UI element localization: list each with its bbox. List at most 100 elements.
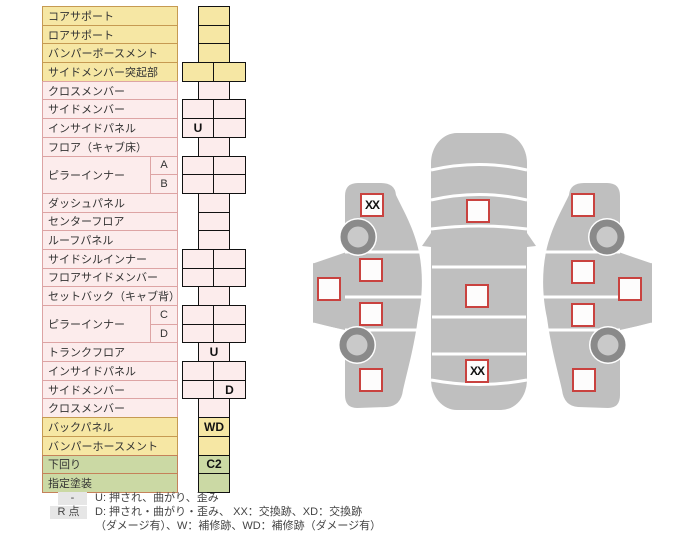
mark-hood[interactable]: [466, 199, 490, 223]
part-label: センターフロア: [42, 211, 178, 232]
damage-code-cell[interactable]: [213, 99, 246, 120]
damage-code-cell[interactable]: [198, 398, 230, 419]
damage-code-cell[interactable]: D: [213, 379, 246, 400]
part-code-block: [182, 6, 246, 26]
part-code-block: [182, 24, 246, 45]
mark-left-front-door[interactable]: [359, 258, 383, 282]
part-code-block: U: [182, 118, 246, 138]
part-sub-label: B: [150, 174, 178, 194]
damage-code-cell[interactable]: [213, 323, 246, 344]
damage-code-cell[interactable]: [198, 80, 230, 101]
car-top-view: [422, 133, 536, 410]
part-row: インサイドパネル: [42, 118, 178, 138]
mark-left-front-fender[interactable]: XX: [360, 193, 384, 217]
mark-right-rear-fender[interactable]: [572, 368, 596, 392]
damage-code-cell[interactable]: [198, 286, 230, 307]
part-code-block: [182, 361, 246, 381]
mark-left-rear-fender[interactable]: [359, 368, 383, 392]
legend-text-w-wd: （ダメージ有）、W：補修跡、WD：補修跡（ダメージ有）: [95, 520, 382, 532]
part-row: コアサポート: [42, 6, 178, 26]
part-row: バンパーボースメント: [42, 43, 178, 64]
mark-right-roof[interactable]: [618, 277, 642, 301]
part-row: バンパーホースメント: [42, 435, 178, 456]
part-row: サイドメンバー: [42, 379, 178, 400]
mark-right-front-door[interactable]: [571, 260, 595, 284]
part-row: トランクフロア: [42, 342, 178, 363]
part-label: ロアサポート: [42, 24, 178, 45]
part-row: ルーフパネル: [42, 230, 178, 250]
part-label: フロアサイドメンバー: [42, 267, 178, 288]
part-label: クロスメンバー: [42, 398, 178, 419]
damage-code-cell[interactable]: [182, 267, 214, 288]
part-row: フロアサイドメンバー: [42, 267, 178, 288]
damage-code-cell[interactable]: [213, 155, 246, 176]
part-label: インサイドパネル: [42, 361, 178, 381]
damage-code-cell[interactable]: U: [198, 342, 230, 363]
part-label: ピラーインナー: [42, 155, 151, 194]
damage-code-cell[interactable]: C2: [198, 454, 230, 475]
part-label: サイドメンバー: [42, 379, 178, 400]
damage-code-cell[interactable]: [213, 118, 246, 138]
damage-code-cell[interactable]: [182, 155, 214, 176]
part-row: ダッシュパネル: [42, 192, 178, 213]
left-mirror: [422, 233, 431, 247]
part-sub-label: C: [150, 305, 178, 325]
part-row: クロスメンバー: [42, 80, 178, 101]
damage-code-cell[interactable]: [182, 62, 214, 82]
damage-code-cell[interactable]: [198, 230, 230, 250]
damage-code-cell[interactable]: WD: [198, 417, 230, 437]
part-label: ルーフパネル: [42, 230, 178, 250]
damage-code-cell[interactable]: [182, 305, 214, 325]
mark-right-front-fender[interactable]: [571, 193, 595, 217]
part-code-block: [182, 398, 246, 419]
part-code-block: [182, 62, 246, 82]
part-code-block: D: [182, 379, 246, 400]
damage-code-cell[interactable]: [198, 43, 230, 64]
mark-left-rear-door[interactable]: [359, 302, 383, 326]
damage-code-cell[interactable]: U: [182, 118, 214, 138]
part-code-block: [182, 305, 246, 344]
part-code-block: [182, 211, 246, 232]
damage-code-cell[interactable]: [213, 248, 246, 269]
damage-code-cell[interactable]: [213, 267, 246, 288]
part-row: インサイドパネル: [42, 361, 178, 381]
damage-code-cell[interactable]: [198, 136, 230, 157]
damage-code-cell[interactable]: [213, 174, 246, 194]
damage-code-cell[interactable]: [213, 361, 246, 381]
damage-code-cell[interactable]: [198, 435, 230, 456]
part-sub-label: A: [150, 155, 178, 176]
damage-code-cell[interactable]: [182, 323, 214, 344]
mark-left-roof[interactable]: [317, 277, 341, 301]
part-label: セットバック（キャブ背）: [42, 286, 180, 307]
part-code-block: [182, 155, 246, 194]
part-code-block: [182, 286, 246, 307]
damage-code-cell[interactable]: [198, 24, 230, 45]
mark-roof[interactable]: [465, 284, 489, 308]
legend-swatch-r-point: R 点: [50, 506, 87, 519]
part-sub-label: D: [150, 323, 178, 344]
damage-code-cell[interactable]: [182, 361, 214, 381]
damage-code-cell[interactable]: [213, 305, 246, 325]
damage-code-cell[interactable]: [182, 174, 214, 194]
damage-code-cell[interactable]: [198, 6, 230, 26]
parts-code-column: U U D WD C2: [182, 6, 246, 493]
part-code-block: [182, 230, 246, 250]
mark-trunk[interactable]: XX: [465, 359, 489, 383]
part-label: サイドシルインナー: [42, 248, 178, 269]
part-label: フロア（キャブ床）: [42, 136, 178, 157]
damage-code-cell[interactable]: [182, 379, 214, 400]
part-code-block: WD: [182, 417, 246, 437]
part-label: サイドメンバー: [42, 99, 178, 120]
mark-right-rear-door[interactable]: [571, 303, 595, 327]
damage-code-cell[interactable]: [198, 473, 230, 493]
part-label: サイドメンバー突起部: [42, 62, 178, 82]
part-code-block: C2: [182, 454, 246, 475]
legend-swatch-normal: -: [58, 492, 87, 505]
damage-code-cell[interactable]: [213, 62, 246, 82]
damage-code-cell[interactable]: [198, 211, 230, 232]
damage-code-cell[interactable]: [198, 192, 230, 213]
damage-code-cell[interactable]: [182, 248, 214, 269]
part-label: トランクフロア: [42, 342, 178, 363]
legend-text-u: U: 押され、曲がり、歪み: [95, 492, 219, 504]
damage-code-cell[interactable]: [182, 99, 214, 120]
